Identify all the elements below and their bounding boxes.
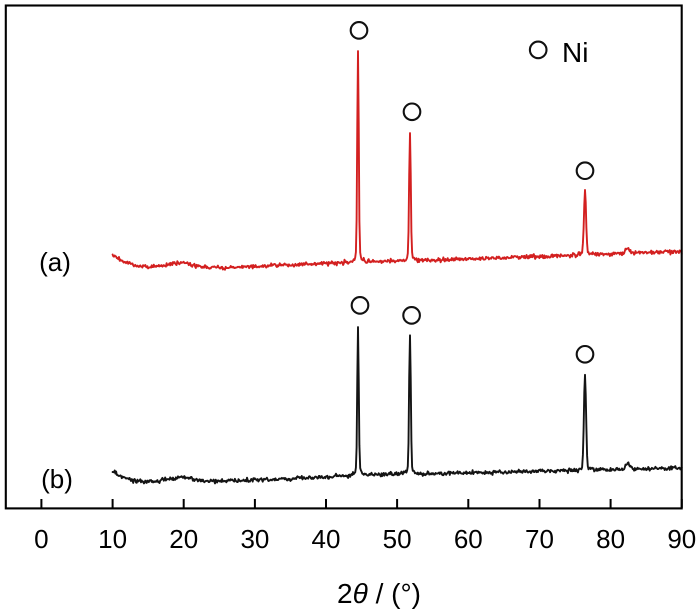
- svg-text:30: 30: [240, 524, 269, 554]
- svg-text:40: 40: [312, 524, 341, 554]
- svg-text:20: 20: [169, 524, 198, 554]
- svg-text:0: 0: [34, 524, 48, 554]
- svg-text:10: 10: [98, 524, 127, 554]
- svg-text:(b): (b): [41, 464, 73, 494]
- svg-text:70: 70: [525, 524, 554, 554]
- svg-text:50: 50: [383, 524, 412, 554]
- svg-text:2θ / (°): 2θ / (°): [337, 578, 421, 609]
- svg-text:80: 80: [596, 524, 625, 554]
- svg-text:90: 90: [667, 524, 696, 554]
- svg-text:60: 60: [454, 524, 483, 554]
- svg-text:Ni: Ni: [562, 37, 588, 68]
- svg-text:(a): (a): [39, 247, 71, 277]
